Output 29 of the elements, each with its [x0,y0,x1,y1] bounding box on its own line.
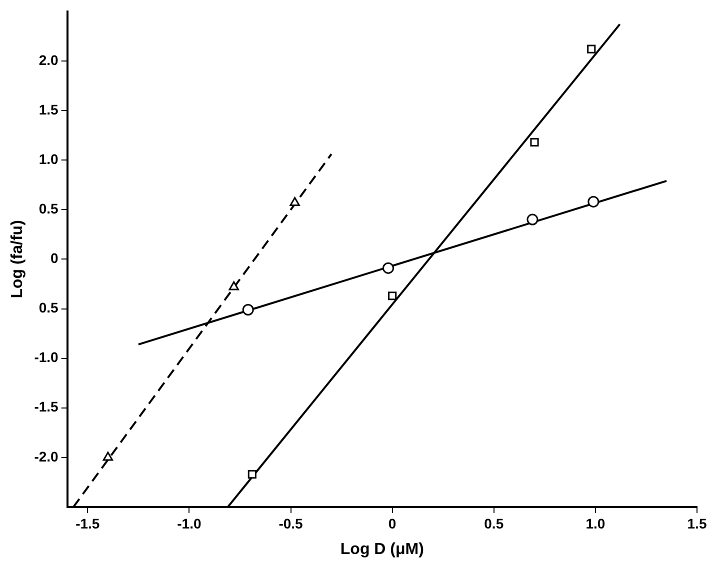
point [242,304,254,316]
point [248,470,256,479]
y-tick-label: 0 [50,250,59,266]
x-tick-label: 1.5 [687,515,707,532]
point [526,214,538,226]
x-tick-label: 0.5 [484,515,504,532]
point [530,138,539,147]
y-tick-label: 1.5 [38,101,59,118]
y-tick-label: -1.5 [34,398,59,415]
point [228,281,239,290]
x-tick-label: 1.0 [586,515,606,532]
point [588,196,600,208]
x-axis-title: Log D (μM) [340,540,424,558]
x-tick-label: -1.5 [76,515,100,532]
x-tick-label: -1.0 [177,515,202,532]
y-tick-label: 1.0 [38,150,59,167]
y-tick-label: 0.5 [38,200,59,216]
y-tick-label: -2.0 [34,448,59,464]
y-axis-title: Log (fa/fu) [9,220,26,298]
y-tick-label: 0.5 [38,300,59,316]
x-tick-label: 0 [388,515,396,532]
point [587,44,596,54]
point [102,452,114,461]
point [388,292,397,300]
point [382,262,394,274]
point [290,196,300,206]
y-tick-label: 2.0 [38,52,59,68]
x-tick-label: -0.5 [278,515,304,532]
y-tick-label: -1.0 [34,349,59,366]
